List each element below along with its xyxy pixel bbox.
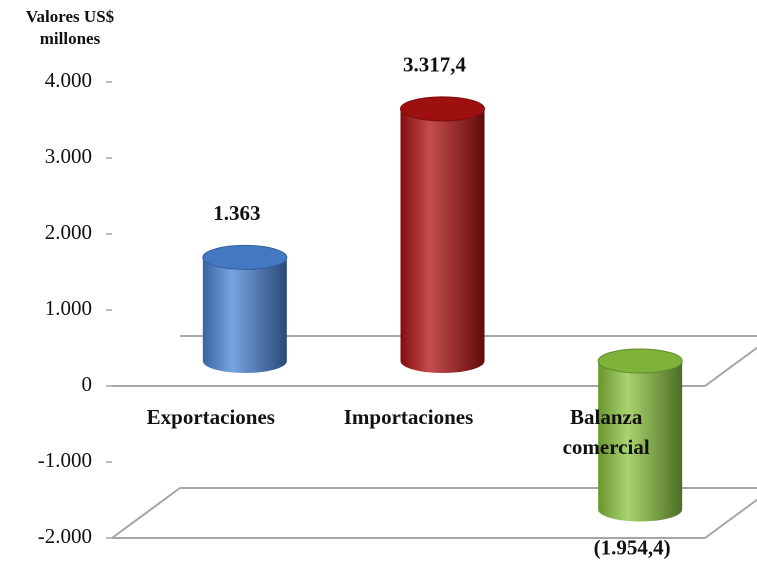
value-label: 1.363 — [213, 201, 260, 225]
cylinder-top — [400, 96, 485, 122]
y-tick-label: 4.000 — [45, 68, 92, 92]
y-axis-title: Valores US$ millones — [25, 7, 115, 48]
y-tick-label: -1.000 — [38, 448, 92, 472]
y-tick-label: 0 — [82, 372, 93, 396]
y-tick-label: 3.000 — [45, 144, 92, 168]
x-tick-label: Balanza comercial — [562, 405, 650, 459]
x-tick-label: Importaciones — [343, 405, 474, 429]
value-label: (1.954,4) — [594, 535, 671, 559]
floor-right — [704, 498, 757, 539]
cylinder — [202, 245, 287, 373]
zero-right — [704, 346, 757, 387]
cylinder-top — [597, 348, 683, 374]
floor-left — [111, 487, 181, 539]
cylinder — [598, 349, 683, 522]
value-label: 3.317,4 — [403, 53, 467, 77]
y-tick-label: 1.000 — [45, 296, 92, 320]
y-tick-label: 2.000 — [45, 220, 92, 244]
cylinder — [400, 96, 485, 374]
y-tick-label: -2.000 — [38, 524, 92, 548]
cylinder-top — [202, 244, 288, 270]
x-tick-label: Exportaciones — [146, 405, 275, 429]
